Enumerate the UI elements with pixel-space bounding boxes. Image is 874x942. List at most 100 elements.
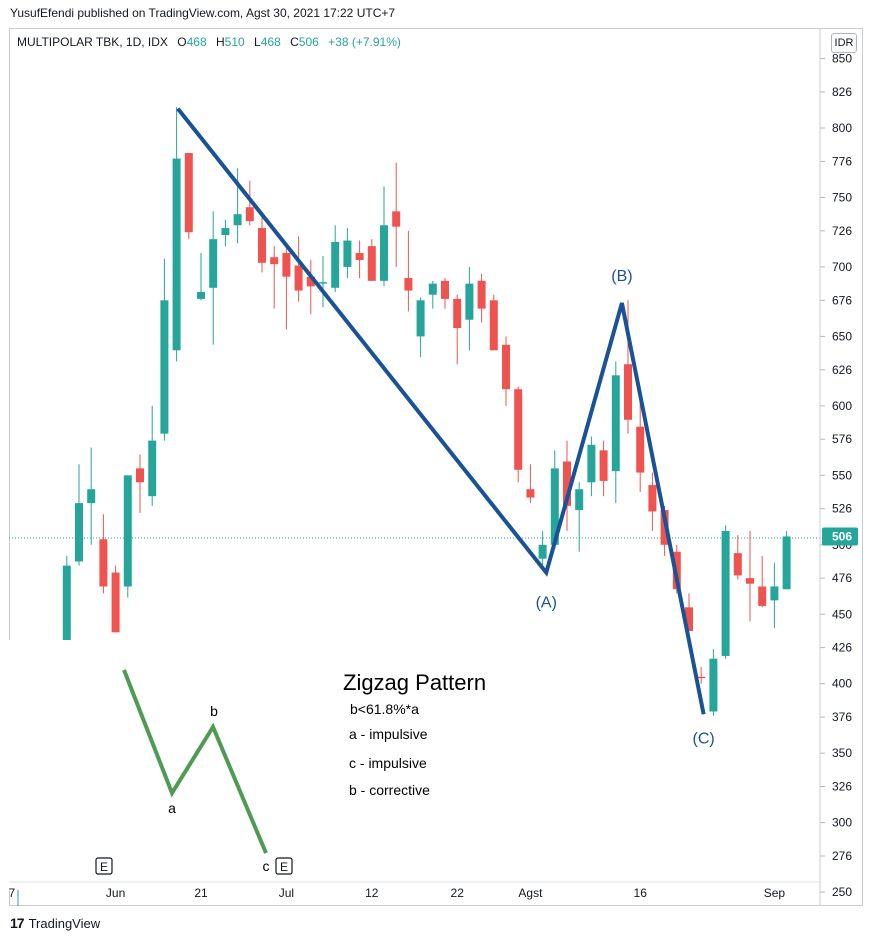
y-tick-label: 700 (832, 260, 852, 274)
candle-up (172, 107, 181, 362)
y-tick-label: 376 (832, 710, 852, 724)
candle-down (441, 278, 449, 309)
y-tick-label: 326 (832, 780, 852, 794)
candle-body (721, 530, 730, 656)
wave-line (176, 107, 706, 715)
candle-body (611, 375, 620, 472)
candle-down (697, 667, 706, 684)
y-tick-label: 400 (832, 677, 852, 691)
x-tick-label: Agst (518, 886, 543, 900)
candle-body (733, 553, 742, 576)
candle-up (587, 436, 596, 497)
candle-body (245, 207, 254, 222)
candle-down (282, 246, 291, 330)
candle-up (782, 530, 791, 590)
candle-body (746, 578, 754, 584)
y-tick-label: 426 (832, 641, 852, 655)
y-tick-label: 826 (832, 85, 852, 99)
x-tick-label: 7 (9, 886, 16, 900)
candle-body (441, 280, 449, 299)
candle-down (111, 565, 120, 633)
low-label: L (254, 35, 261, 49)
candle-body (685, 607, 693, 631)
zigzag-shape (122, 669, 268, 854)
y-tick-label: 450 (832, 607, 852, 621)
candle-down (502, 336, 510, 406)
price-axis: 850 826 800 776 750 726 700 676 650 626 600 576 550 5… (819, 28, 858, 906)
y-tick-label: 276 (832, 849, 852, 863)
zigzag-inset: a b c Zigzag Pattern b<61.8%*a a - impulsive c… (122, 669, 486, 874)
currency-badge[interactable]: IDR (831, 33, 857, 53)
candle-body (538, 544, 547, 559)
event-marker-label: E (280, 860, 288, 874)
candle-down (489, 294, 498, 351)
candle-body (343, 240, 352, 267)
candle-body (404, 278, 413, 291)
inset-label-a: a (168, 800, 176, 816)
y-tick-label: 250 (832, 885, 852, 899)
y-tick-label: 350 (832, 746, 852, 760)
low-value: 468 (260, 35, 281, 49)
candle-up (770, 562, 779, 629)
inset-label-c: c (263, 858, 270, 874)
candle-body (575, 489, 584, 511)
candle-body (550, 468, 559, 545)
candle-down (258, 216, 266, 273)
inset-line-c: c - impulsive (349, 755, 427, 771)
candle-up (209, 211, 218, 345)
candle-body (636, 426, 645, 473)
candle-down (514, 386, 523, 483)
candle-body (160, 300, 169, 434)
candle-down (477, 273, 486, 323)
candle-down (306, 260, 315, 315)
candle-body (294, 265, 303, 291)
y-tick-label: 600 (832, 399, 852, 413)
candle-down (563, 440, 571, 531)
candle-body (428, 283, 437, 295)
event-marker-label: E (100, 860, 108, 874)
candle-down (136, 454, 144, 513)
candle-body (233, 214, 242, 226)
inset-label-b: b (210, 703, 218, 719)
y-tick-label: 526 (832, 502, 852, 516)
candle-up (221, 219, 230, 247)
candle-body (709, 658, 718, 712)
y-tick-label: 626 (832, 363, 852, 377)
candle-down (392, 162, 401, 267)
candle-up (416, 297, 425, 358)
publish-info: YusufEfendi published on TradingView.com… (10, 6, 396, 20)
candle-up (331, 225, 340, 292)
tradingview-logo[interactable]: 17 TradingView (10, 915, 100, 931)
candle-down (746, 530, 754, 622)
inset-line-a: a - impulsive (349, 726, 428, 742)
candle-down (404, 230, 413, 312)
candle-down (355, 240, 364, 279)
candle-down (599, 440, 608, 497)
change-value: +38 (+7.91%) (328, 35, 401, 49)
candle-body (624, 364, 632, 420)
candle-down (184, 153, 193, 240)
candle-down (367, 239, 376, 281)
candle-body (563, 461, 571, 506)
candle-body (172, 158, 181, 351)
y-tick-label: 776 (832, 154, 852, 168)
x-tick-label: 22 (451, 886, 465, 900)
chart-frame (9, 28, 863, 906)
candle-body (697, 676, 706, 679)
y-tick-label: 676 (832, 293, 852, 307)
candle-body (75, 503, 83, 562)
open-value: 468 (186, 35, 207, 49)
y-tick-label: 650 (832, 329, 852, 343)
candle-down (685, 593, 693, 631)
candle-down (733, 535, 742, 580)
x-tick-label: 12 (365, 886, 379, 900)
wave-label: (B) (611, 268, 632, 285)
candle-down (648, 472, 657, 531)
candle-body (221, 228, 230, 235)
inset-rule: b<61.8%*a (350, 701, 419, 717)
y-tick-label: 476 (832, 571, 852, 585)
inset-background (0, 640, 520, 890)
candle-body (111, 572, 120, 633)
